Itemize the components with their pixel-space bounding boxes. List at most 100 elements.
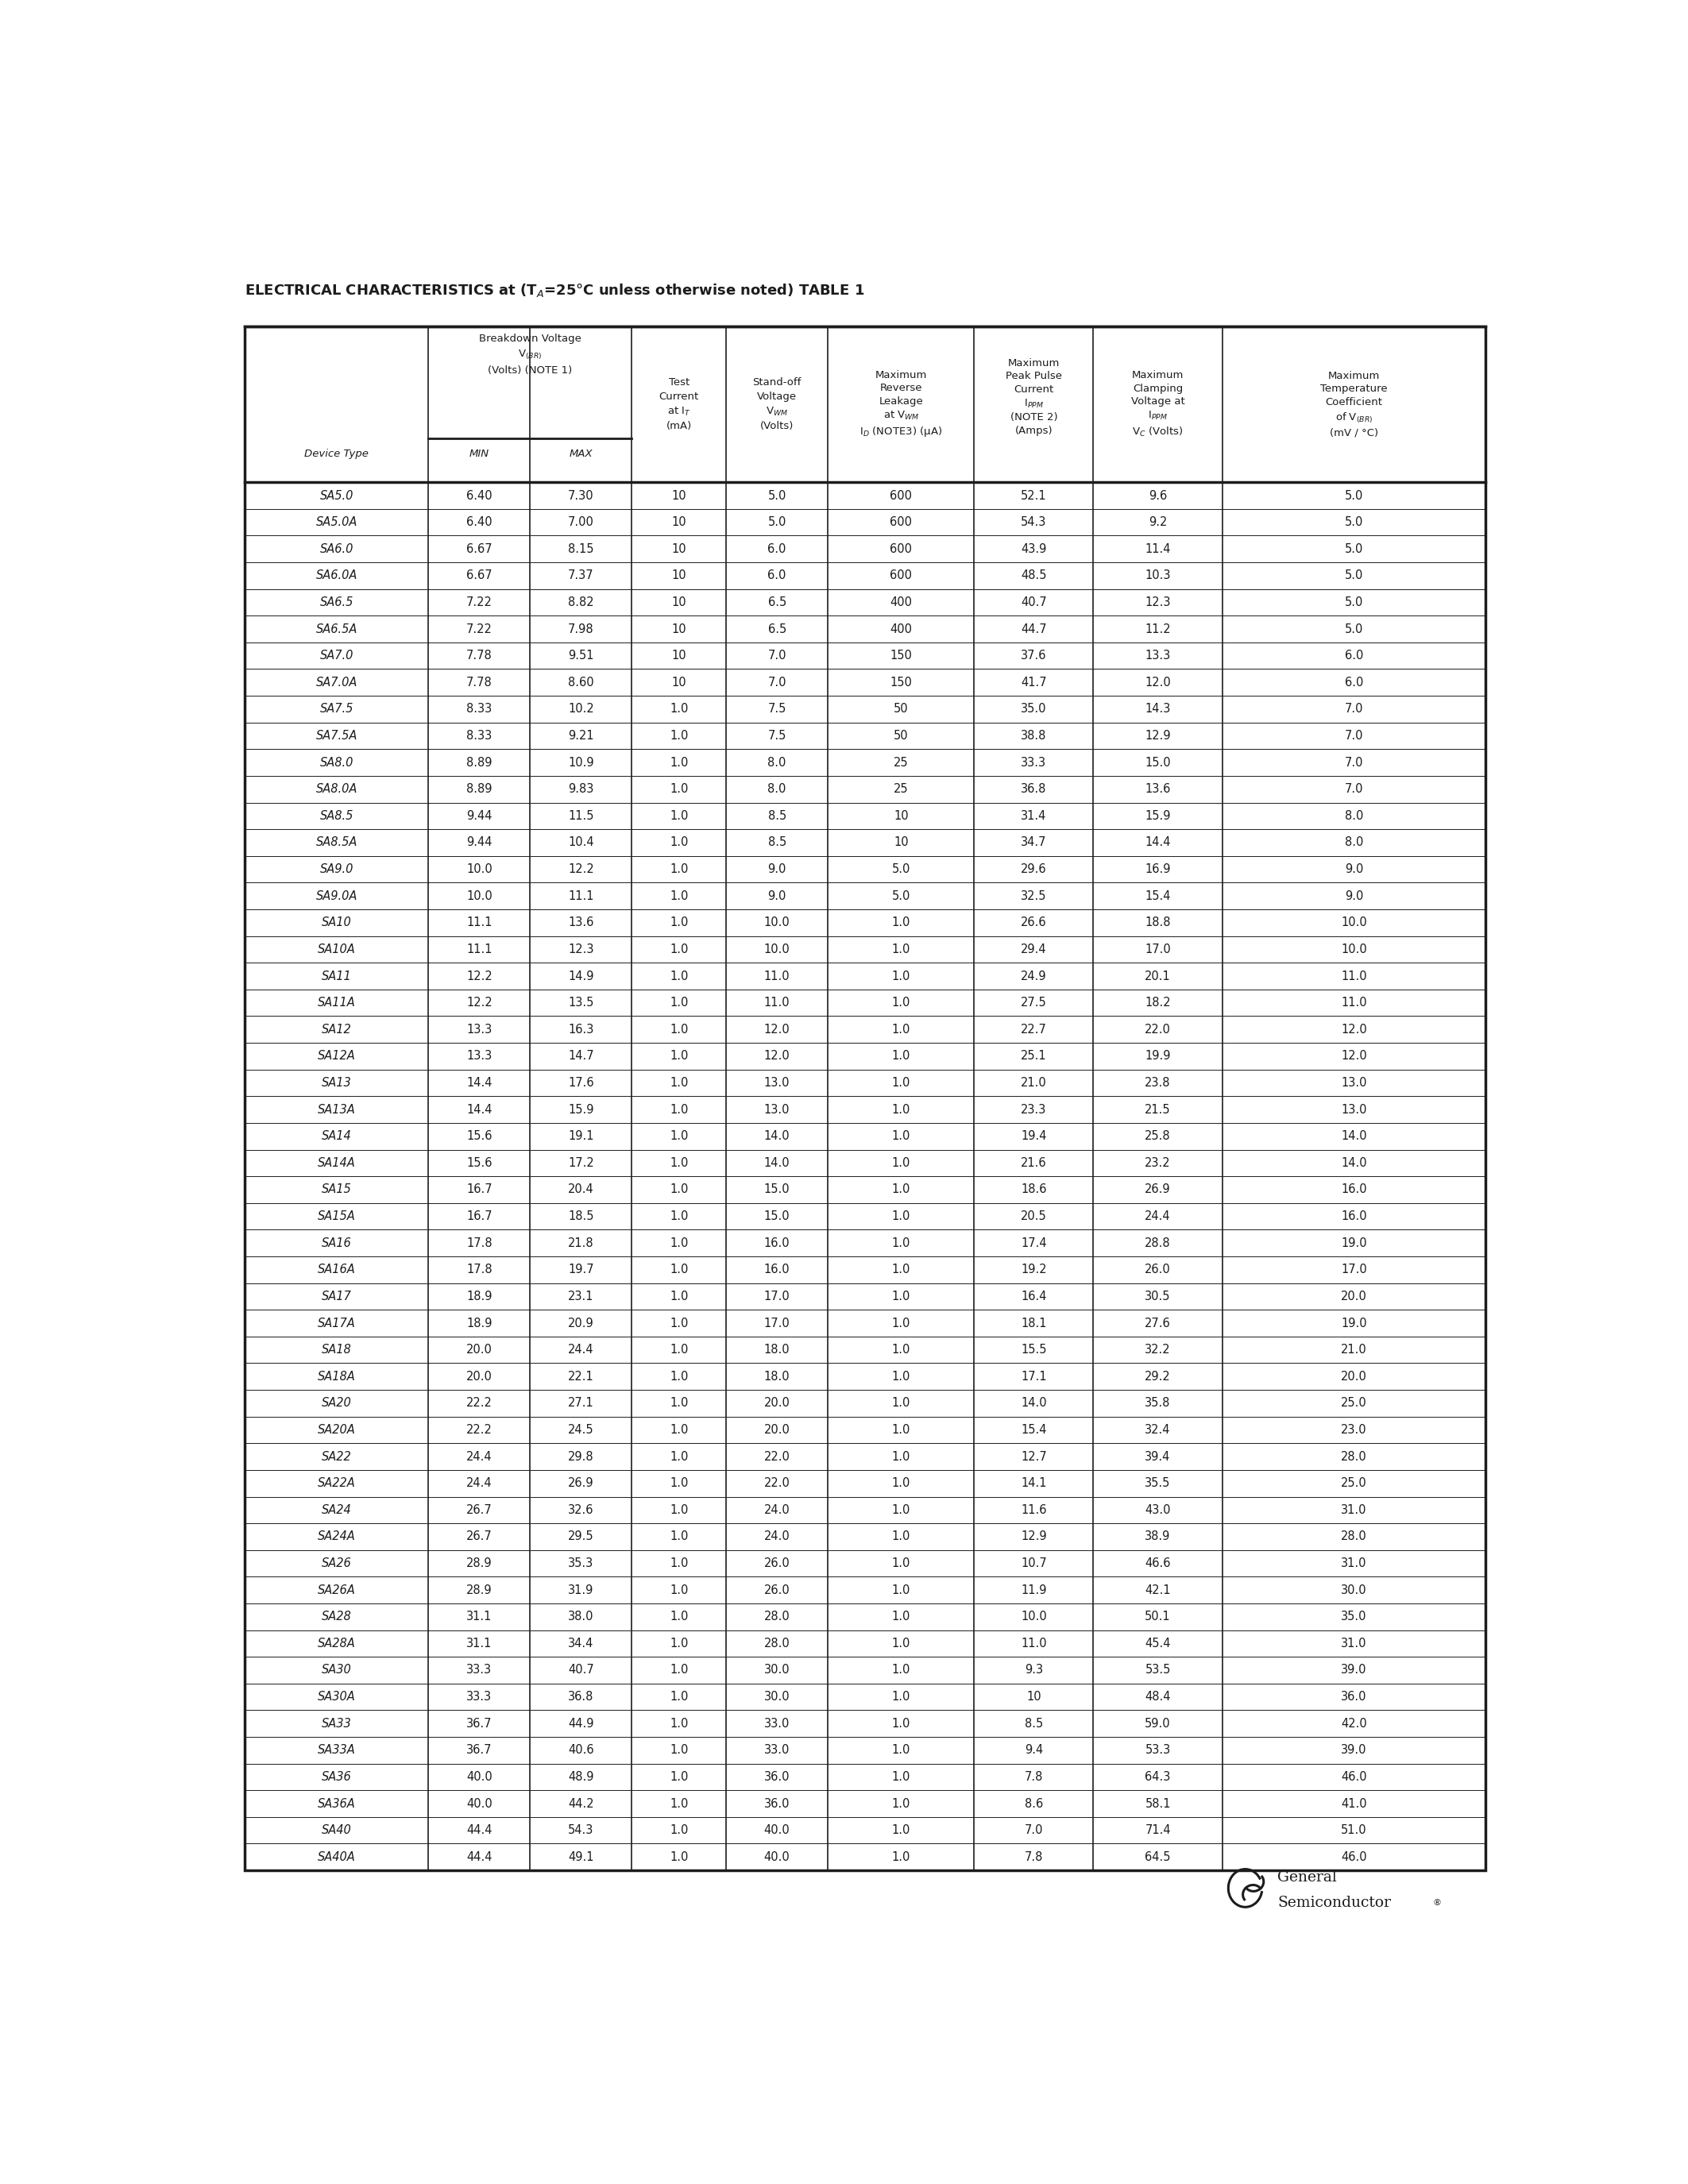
Text: 6.67: 6.67	[466, 544, 493, 555]
Text: 11.4: 11.4	[1144, 544, 1171, 555]
Text: 10.3: 10.3	[1144, 570, 1171, 581]
Text: SA14A: SA14A	[317, 1158, 356, 1168]
Text: 1.0: 1.0	[670, 1103, 689, 1116]
Text: 39.0: 39.0	[1340, 1745, 1367, 1756]
Text: 5.0: 5.0	[891, 891, 910, 902]
Text: 1.0: 1.0	[891, 1236, 910, 1249]
Text: 29.8: 29.8	[569, 1450, 594, 1463]
Text: 16.7: 16.7	[466, 1210, 493, 1223]
Text: 9.0: 9.0	[1345, 863, 1364, 876]
Text: 18.6: 18.6	[1021, 1184, 1047, 1195]
Text: 28.9: 28.9	[466, 1583, 493, 1597]
Text: 13.0: 13.0	[765, 1077, 790, 1090]
Text: 29.5: 29.5	[569, 1531, 594, 1542]
Text: SA8.0: SA8.0	[319, 756, 353, 769]
Text: 5.0: 5.0	[1345, 515, 1364, 529]
Text: 26.7: 26.7	[466, 1531, 493, 1542]
Text: 25.1: 25.1	[1021, 1051, 1047, 1061]
Text: SA33: SA33	[322, 1717, 351, 1730]
Text: SA14: SA14	[322, 1131, 351, 1142]
Text: SA9.0A: SA9.0A	[316, 891, 358, 902]
Text: 7.8: 7.8	[1025, 1852, 1043, 1863]
Text: 43.0: 43.0	[1144, 1505, 1171, 1516]
Text: 16.0: 16.0	[765, 1265, 790, 1275]
Text: 32.2: 32.2	[1144, 1343, 1171, 1356]
Text: 600: 600	[890, 544, 912, 555]
Text: 8.5: 8.5	[1025, 1717, 1043, 1730]
Text: 5.0: 5.0	[1345, 489, 1364, 502]
Text: 7.5: 7.5	[768, 729, 787, 743]
Text: 31.9: 31.9	[569, 1583, 594, 1597]
Text: 1.0: 1.0	[891, 1476, 910, 1489]
Text: 8.5: 8.5	[768, 836, 787, 850]
Text: 1.0: 1.0	[891, 996, 910, 1009]
Text: 19.1: 19.1	[569, 1131, 594, 1142]
Text: 1.0: 1.0	[670, 784, 689, 795]
Text: 11.1: 11.1	[466, 917, 493, 928]
Text: 50: 50	[893, 703, 908, 714]
Text: 20.0: 20.0	[765, 1424, 790, 1435]
Text: 40.0: 40.0	[765, 1824, 790, 1837]
Text: 17.1: 17.1	[1021, 1372, 1047, 1382]
Text: 1.0: 1.0	[891, 1024, 910, 1035]
Text: 5.0: 5.0	[1345, 622, 1364, 636]
Text: SA18A: SA18A	[317, 1372, 356, 1382]
Text: 32.4: 32.4	[1144, 1424, 1171, 1435]
Text: 32.6: 32.6	[569, 1505, 594, 1516]
Text: 17.0: 17.0	[765, 1291, 790, 1302]
Text: 25.0: 25.0	[1340, 1476, 1367, 1489]
Text: 45.4: 45.4	[1144, 1638, 1171, 1649]
Text: 28.8: 28.8	[1144, 1236, 1171, 1249]
Text: 44.4: 44.4	[466, 1824, 493, 1837]
Text: 1.0: 1.0	[891, 1103, 910, 1116]
Text: 1.0: 1.0	[670, 943, 689, 954]
Text: 1.0: 1.0	[670, 863, 689, 876]
Text: 15.5: 15.5	[1021, 1343, 1047, 1356]
Text: 6.0: 6.0	[1345, 677, 1364, 688]
Text: 44.2: 44.2	[569, 1797, 594, 1811]
Text: 18.5: 18.5	[569, 1210, 594, 1223]
Text: 33.3: 33.3	[466, 1690, 493, 1704]
Text: 17.4: 17.4	[1021, 1236, 1047, 1249]
Text: 24.0: 24.0	[765, 1531, 790, 1542]
Text: 1.0: 1.0	[891, 1210, 910, 1223]
Text: 1.0: 1.0	[670, 1210, 689, 1223]
Text: 1.0: 1.0	[670, 810, 689, 821]
Text: 22.1: 22.1	[569, 1372, 594, 1382]
Text: 26.0: 26.0	[765, 1583, 790, 1597]
Text: 40.7: 40.7	[1021, 596, 1047, 609]
Text: 7.0: 7.0	[1345, 756, 1364, 769]
Text: 18.9: 18.9	[466, 1317, 493, 1330]
Text: 8.89: 8.89	[466, 756, 493, 769]
Text: 38.8: 38.8	[1021, 729, 1047, 743]
Text: 31.0: 31.0	[1340, 1557, 1367, 1570]
Text: 7.0: 7.0	[1025, 1824, 1043, 1837]
Text: SA15: SA15	[322, 1184, 351, 1195]
Text: 24.9: 24.9	[1021, 970, 1047, 983]
Text: 40.0: 40.0	[765, 1852, 790, 1863]
Text: 54.3: 54.3	[569, 1824, 594, 1837]
Text: 12.0: 12.0	[1340, 1051, 1367, 1061]
Text: 1.0: 1.0	[670, 1398, 689, 1409]
Text: 1.0: 1.0	[670, 756, 689, 769]
Text: 19.0: 19.0	[1340, 1236, 1367, 1249]
Text: 16.0: 16.0	[1340, 1210, 1367, 1223]
Text: 7.0: 7.0	[1345, 784, 1364, 795]
Text: 28.0: 28.0	[1340, 1531, 1367, 1542]
Text: 10: 10	[672, 651, 687, 662]
Text: 14.0: 14.0	[1021, 1398, 1047, 1409]
Text: 21.0: 21.0	[1021, 1077, 1047, 1090]
Text: 18.2: 18.2	[1144, 996, 1171, 1009]
Text: 1.0: 1.0	[670, 1638, 689, 1649]
Text: 31.1: 31.1	[466, 1612, 493, 1623]
Text: SA13: SA13	[322, 1077, 351, 1090]
Text: 34.4: 34.4	[569, 1638, 594, 1649]
Text: 14.1: 14.1	[1021, 1476, 1047, 1489]
Text: 26.0: 26.0	[765, 1557, 790, 1570]
Text: SA40: SA40	[322, 1824, 351, 1837]
Text: 13.5: 13.5	[569, 996, 594, 1009]
Text: 1.0: 1.0	[670, 917, 689, 928]
Text: 27.5: 27.5	[1021, 996, 1047, 1009]
Text: 10.0: 10.0	[1340, 943, 1367, 954]
Text: 600: 600	[890, 515, 912, 529]
